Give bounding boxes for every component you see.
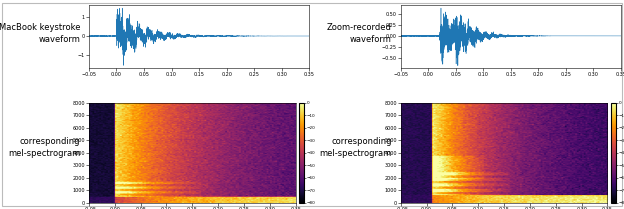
Text: Zoom-recorded
waveform: Zoom-recorded waveform [327,23,392,44]
Text: MacBook keystroke
waveform: MacBook keystroke waveform [0,23,80,44]
Text: corresponding
mel-spectrogram: corresponding mel-spectrogram [319,137,392,158]
Text: corresponding
mel-spectrogram: corresponding mel-spectrogram [8,137,80,158]
